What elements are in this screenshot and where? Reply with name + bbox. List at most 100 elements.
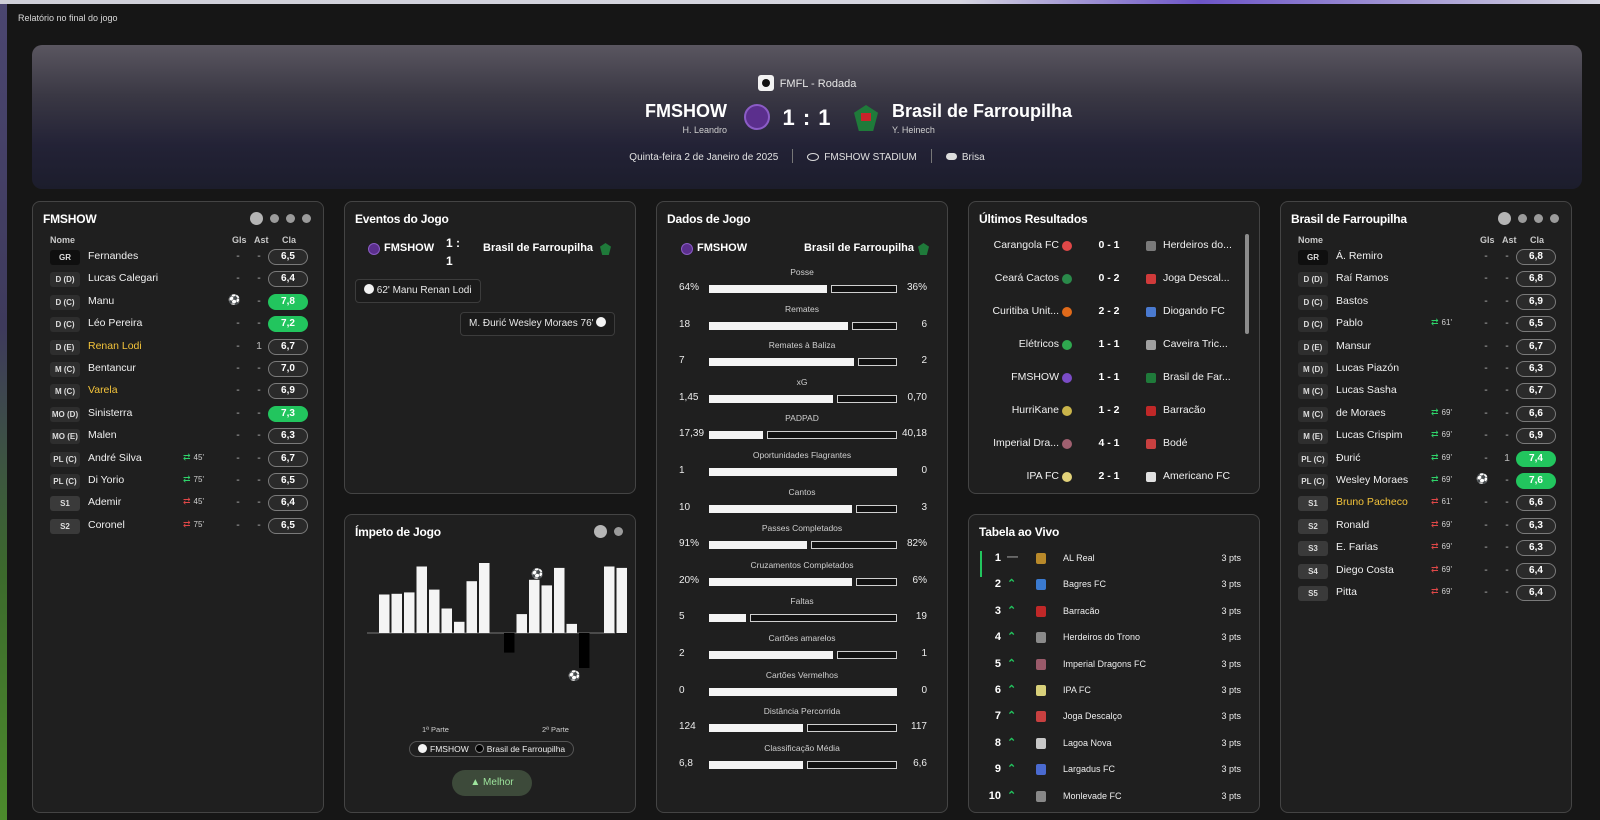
- home-manager[interactable]: H. Leandro: [682, 125, 727, 135]
- result-row[interactable]: IPA FC 2 - 1 Americano FC: [969, 467, 1259, 487]
- team-name[interactable]: AL Real: [1063, 553, 1095, 563]
- player-row[interactable]: GR Fernandes - -6,5: [50, 248, 308, 266]
- table-row[interactable]: 3 ⌃ Barracão 3 pts: [969, 601, 1259, 623]
- result-row[interactable]: Ceará Cactos 0 - 2 Joga Descal...: [969, 269, 1259, 289]
- player-row[interactable]: M (C) Lucas Sasha - -6,7: [1298, 382, 1556, 400]
- player-name[interactable]: Ronald: [1336, 518, 1370, 531]
- player-row[interactable]: PL (C) Đurić ⇄ 69' - 1 7,4: [1298, 450, 1556, 468]
- player-row[interactable]: D (D) Lucas Calegari - -6,4: [50, 270, 308, 288]
- table-row[interactable]: 10 ⌃ Monlevade FC 3 pts: [969, 786, 1259, 808]
- player-name[interactable]: Manu: [88, 294, 115, 307]
- player-row[interactable]: S1 Bruno Pacheco ⇄ 61' - -6,6: [1298, 494, 1556, 512]
- player-name[interactable]: Malen: [88, 429, 117, 442]
- player-name[interactable]: Bruno Pacheco: [1336, 496, 1408, 509]
- result-row[interactable]: Elétricos 1 - 1 Caveira Tric...: [969, 335, 1259, 355]
- result-home-team[interactable]: FMSHOW: [1011, 371, 1059, 383]
- player-name[interactable]: Diego Costa: [1336, 563, 1394, 576]
- player-name[interactable]: Léo Pereira: [88, 317, 143, 330]
- table-row[interactable]: 4 ⌃ Herdeiros do Trono 3 pts: [969, 627, 1259, 649]
- player-row[interactable]: MO (E) Malen - -6,3: [50, 427, 308, 445]
- player-row[interactable]: D (C) Bastos - -6,9: [1298, 293, 1556, 311]
- player-row[interactable]: M (C) Varela - -6,9: [50, 382, 308, 400]
- result-row[interactable]: HurriKane 1 - 2 Barracão: [969, 401, 1259, 421]
- player-row[interactable]: D (C) Manu ⚽ -7,8: [50, 293, 308, 311]
- player-row[interactable]: D (E) Mansur - -6,7: [1298, 338, 1556, 356]
- player-row[interactable]: S2 Coronel ⇄ 75' - -6,5: [50, 517, 308, 535]
- result-home-team[interactable]: Carangola FC: [993, 239, 1059, 251]
- table-row[interactable]: 6 ⌃ IPA FC 3 pts: [969, 680, 1259, 702]
- player-row[interactable]: S2 Ronald ⇄ 69' - -6,3: [1298, 517, 1556, 535]
- view-toggle[interactable]: [1498, 212, 1559, 225]
- result-row[interactable]: FMSHOW 1 - 1 Brasil de Far...: [969, 368, 1259, 388]
- player-name[interactable]: Lucas Sasha: [1336, 384, 1397, 397]
- result-home-team[interactable]: HurriKane: [1011, 404, 1059, 416]
- player-name[interactable]: Đurić: [1336, 451, 1361, 464]
- player-row[interactable]: S4 Diego Costa ⇄ 69' - -6,4: [1298, 562, 1556, 580]
- player-name[interactable]: Di Yorio: [88, 474, 125, 486]
- player-name[interactable]: Ademir: [88, 496, 122, 509]
- view-toggle[interactable]: [250, 212, 311, 225]
- team-name[interactable]: Largadus FC: [1063, 764, 1116, 775]
- team-name[interactable]: Joga Descalço: [1063, 711, 1123, 722]
- home-goal-event[interactable]: 62' Manu Renan Lodi: [355, 279, 481, 303]
- player-row[interactable]: D (D) Raí Ramos - -6,8: [1298, 270, 1556, 288]
- result-home-team[interactable]: Imperial Dra...: [993, 437, 1059, 449]
- player-row[interactable]: GR Á. Remiro - -6,8: [1298, 248, 1556, 266]
- player-name[interactable]: E. Farias: [1336, 541, 1379, 554]
- result-home-team[interactable]: Ceará Cactos: [994, 272, 1059, 284]
- team-name[interactable]: Lagoa Nova: [1063, 737, 1112, 748]
- away-goal-event[interactable]: M. Đurić Wesley Moraes 76': [460, 312, 616, 336]
- player-row[interactable]: MO (D) Sinisterra - -7,3: [50, 405, 308, 423]
- player-name[interactable]: Mansur: [1336, 339, 1372, 352]
- player-name[interactable]: Á. Remiro: [1336, 250, 1383, 262]
- player-row[interactable]: S3 E. Farias ⇄ 69' - -6,3: [1298, 539, 1556, 557]
- result-home-team[interactable]: Elétricos: [1018, 338, 1059, 350]
- player-name[interactable]: Coronel: [88, 518, 125, 531]
- team-name[interactable]: Monlevade FC: [1063, 790, 1122, 801]
- result-away-team[interactable]: Joga Descal...: [1163, 272, 1230, 284]
- player-row[interactable]: M (D) Lucas Piazón - -6,3: [1298, 360, 1556, 378]
- player-name[interactable]: André Silva: [88, 451, 142, 464]
- player-row[interactable]: D (E) Renan Lodi - 1 6,7: [50, 338, 308, 356]
- result-home-team[interactable]: IPA FC: [1026, 470, 1059, 482]
- result-away-team[interactable]: Bodé: [1163, 437, 1188, 449]
- team-name[interactable]: Bagres FC: [1063, 579, 1107, 590]
- table-row[interactable]: 8 ⌃ Lagoa Nova 3 pts: [969, 733, 1259, 755]
- stadium-name[interactable]: FMSHOW STADIUM: [824, 152, 917, 163]
- player-name[interactable]: Lucas Piazón: [1336, 362, 1400, 374]
- result-away-team[interactable]: Barracão: [1163, 404, 1206, 416]
- table-row[interactable]: 9 ⌃ Largadus FC 3 pts: [969, 759, 1259, 781]
- table-row[interactable]: 7 ⌃ Joga Descalço 3 pts: [969, 706, 1259, 728]
- result-row[interactable]: Carangola FC 0 - 1 Herdeiros do...: [969, 236, 1259, 256]
- home-team-name[interactable]: FMSHOW: [645, 101, 727, 121]
- player-row[interactable]: S5 Pitta ⇄ 69' - -6,4: [1298, 584, 1556, 602]
- team-name[interactable]: Imperial Dragons FC: [1063, 658, 1147, 669]
- player-name[interactable]: Varela: [88, 384, 118, 397]
- result-away-team[interactable]: Caveira Tric...: [1163, 338, 1228, 350]
- result-away-team[interactable]: Herdeiros do...: [1163, 239, 1232, 251]
- result-away-team[interactable]: Americano FC: [1163, 470, 1231, 482]
- team-name[interactable]: IPA FC: [1063, 685, 1091, 695]
- player-name[interactable]: Raí Ramos: [1336, 272, 1389, 285]
- best-button[interactable]: ▲ Melhor: [452, 770, 532, 796]
- player-row[interactable]: M (E) Lucas Crispim ⇄ 69' - -6,9: [1298, 427, 1556, 445]
- table-row[interactable]: 5 ⌃ Imperial Dragons FC 3 pts: [969, 654, 1259, 676]
- result-home-team[interactable]: Curitiba Unit...: [992, 305, 1059, 317]
- away-manager[interactable]: Y. Heinech: [892, 125, 935, 135]
- player-name[interactable]: Pablo: [1336, 317, 1363, 330]
- home-team-crest-icon[interactable]: [744, 104, 770, 130]
- player-row[interactable]: M (C) de Moraes ⇄ 69' - -6,6: [1298, 405, 1556, 423]
- player-name[interactable]: Renan Lodi: [88, 339, 142, 352]
- player-name[interactable]: Bastos: [1336, 294, 1369, 307]
- player-name[interactable]: Sinisterra: [88, 406, 133, 419]
- competition[interactable]: FMFL - Rodada: [32, 75, 1582, 91]
- player-name[interactable]: Lucas Crispim: [1336, 429, 1403, 442]
- player-row[interactable]: D (C) Léo Pereira - -7,2: [50, 315, 308, 333]
- result-row[interactable]: Imperial Dra... 4 - 1 Bodé: [969, 434, 1259, 454]
- player-row[interactable]: D (C) Pablo ⇄ 61' - -6,5: [1298, 315, 1556, 333]
- player-name[interactable]: Pitta: [1336, 586, 1358, 598]
- momentum-toggle[interactable]: [594, 525, 623, 538]
- results-scrollbar[interactable]: [1245, 234, 1249, 334]
- player-row[interactable]: S1 Ademir ⇄ 45' - -6,4: [50, 494, 308, 512]
- player-row[interactable]: PL (C) Wesley Moraes ⇄ 69' ⚽ -7,6: [1298, 472, 1556, 490]
